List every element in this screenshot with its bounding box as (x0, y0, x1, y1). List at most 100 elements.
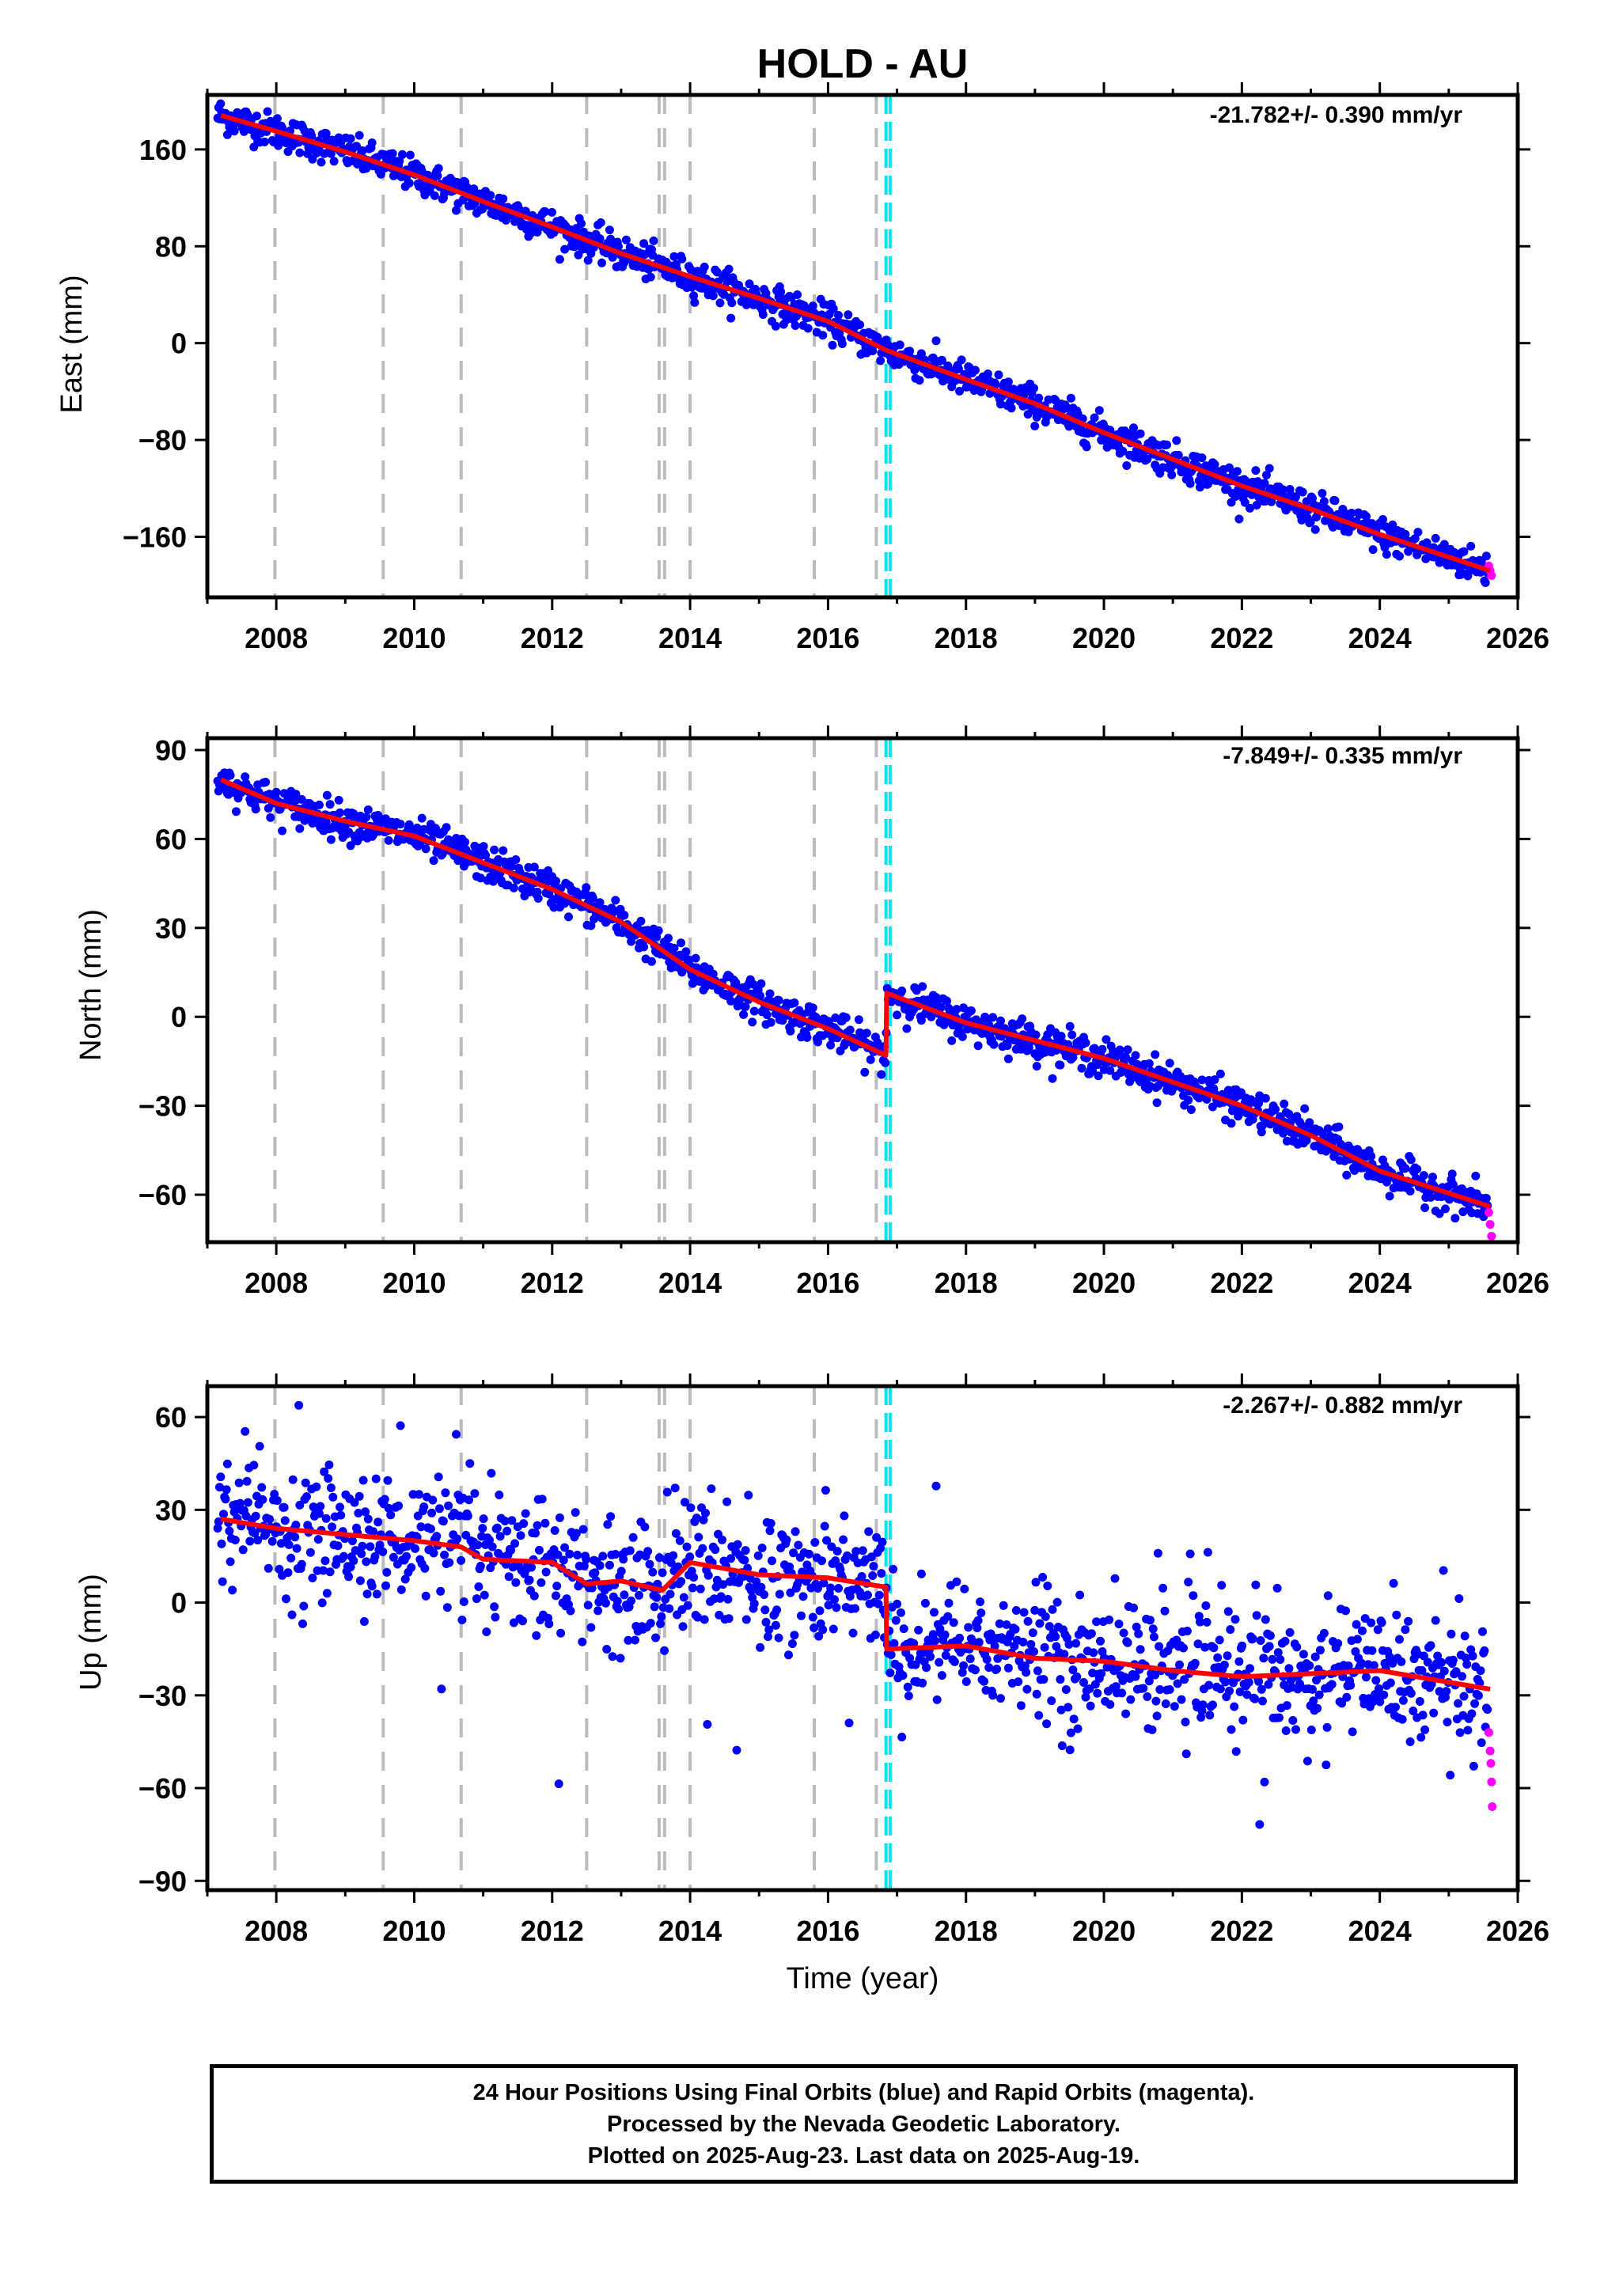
up-data-point (950, 1657, 959, 1666)
east-data-point (803, 324, 813, 333)
up-data-point (487, 1542, 497, 1552)
north-data-point (476, 873, 485, 883)
north-data-point (766, 1017, 775, 1027)
up-data-point (1275, 1713, 1284, 1722)
north-data-point (786, 1026, 795, 1036)
north-rapid-point (1487, 1232, 1496, 1241)
up-data-point (1196, 1713, 1206, 1722)
up-data-point (1309, 1696, 1318, 1706)
up-plot-frame (205, 1384, 1520, 1892)
up-data-point (1223, 1651, 1232, 1661)
up-data-point (903, 1682, 912, 1692)
up-data-point (686, 1503, 696, 1513)
north-data-point (490, 845, 499, 854)
up-data-point (1136, 1645, 1145, 1654)
north-data-point (988, 1013, 998, 1022)
up-data-point (436, 1586, 446, 1596)
up-y-tick-label: 60 (155, 1401, 187, 1434)
up-data-point (1250, 1694, 1260, 1703)
east-data-point (404, 179, 414, 188)
up-data-point (1418, 1711, 1428, 1720)
up-data-point (685, 1552, 695, 1562)
up-data-point (1215, 1684, 1225, 1694)
east-data-point (548, 207, 556, 217)
up-data-point (1002, 1620, 1011, 1629)
east-data-point (1094, 406, 1104, 415)
up-data-point (344, 1572, 354, 1582)
east-data-point (1388, 520, 1397, 529)
up-data-point (238, 1545, 248, 1555)
up-data-point (874, 1599, 883, 1608)
up-data-point (1066, 1728, 1075, 1737)
east-data-point (1382, 550, 1391, 559)
up-data-point (1177, 1695, 1186, 1704)
up-data-point (724, 1614, 734, 1623)
up-data-point (380, 1495, 389, 1504)
north-data-point (691, 953, 700, 963)
east-data-point (895, 340, 904, 350)
east-data-point (346, 134, 355, 143)
east-data-point (263, 107, 272, 116)
north-data-point (1305, 1118, 1314, 1127)
north-data-point (1334, 1122, 1344, 1131)
north-data-point (509, 883, 518, 892)
up-data-point (932, 1695, 942, 1704)
up-data-point (491, 1612, 500, 1622)
up-data-point (245, 1536, 255, 1546)
up-data-point (1474, 1691, 1483, 1700)
up-data-point (1459, 1692, 1469, 1701)
north-rapid-point (1484, 1208, 1493, 1218)
up-y-tick-label: 0 (171, 1587, 187, 1620)
east-x-tick-label: 2012 (521, 622, 584, 654)
east-data-point (1066, 393, 1075, 403)
east-data-point (216, 99, 226, 108)
up-data-point (1230, 1702, 1239, 1711)
up-data-point (682, 1542, 692, 1552)
north-x-tick-label: 2014 (658, 1267, 722, 1299)
up-data-point (973, 1623, 982, 1633)
up-data-point (1367, 1618, 1376, 1627)
up-data-point (1470, 1699, 1480, 1708)
up-data-point (216, 1472, 226, 1482)
up-data-point (1264, 1680, 1273, 1689)
up-data-point (959, 1661, 969, 1670)
up-data-point (675, 1536, 684, 1545)
north-data-point (1257, 1127, 1266, 1137)
up-data-point (1251, 1580, 1261, 1589)
up-data-point (733, 1540, 742, 1549)
up-data-point (1219, 1660, 1229, 1669)
up-data-point (219, 1510, 228, 1519)
up-data-point (480, 1590, 489, 1600)
east-data-point (994, 370, 1003, 380)
east-data-point (937, 355, 946, 365)
east-data-point (1368, 545, 1378, 555)
east-data-point (395, 157, 404, 166)
east-data-point (1185, 479, 1195, 488)
up-data-point (914, 1625, 923, 1635)
up-data-point (1119, 1628, 1128, 1638)
up-data-point (988, 1691, 998, 1700)
up-data-point (689, 1573, 699, 1582)
up-data-point (1454, 1699, 1463, 1708)
up-data-point (586, 1623, 596, 1632)
up-data-point (598, 1552, 608, 1561)
east-data-point (229, 127, 239, 136)
east-data-point (1306, 517, 1315, 527)
east-data-point (1136, 429, 1145, 438)
east-data-point (595, 234, 605, 244)
up-data-point (1205, 1711, 1215, 1720)
east-data-point (915, 376, 924, 385)
north-x-tick-label: 2018 (935, 1267, 998, 1299)
up-data-point (611, 1550, 620, 1559)
north-data-point (552, 877, 560, 886)
up-data-point (1038, 1573, 1048, 1582)
up-data-point (294, 1400, 304, 1410)
up-data-point (651, 1633, 660, 1642)
east-data-point (818, 331, 828, 340)
up-data-point (1114, 1620, 1124, 1629)
east-data-point (1003, 377, 1013, 387)
east-data-point (540, 207, 550, 216)
up-data-point (949, 1618, 958, 1627)
up-data-point (863, 1590, 872, 1600)
north-data-point (349, 809, 358, 818)
